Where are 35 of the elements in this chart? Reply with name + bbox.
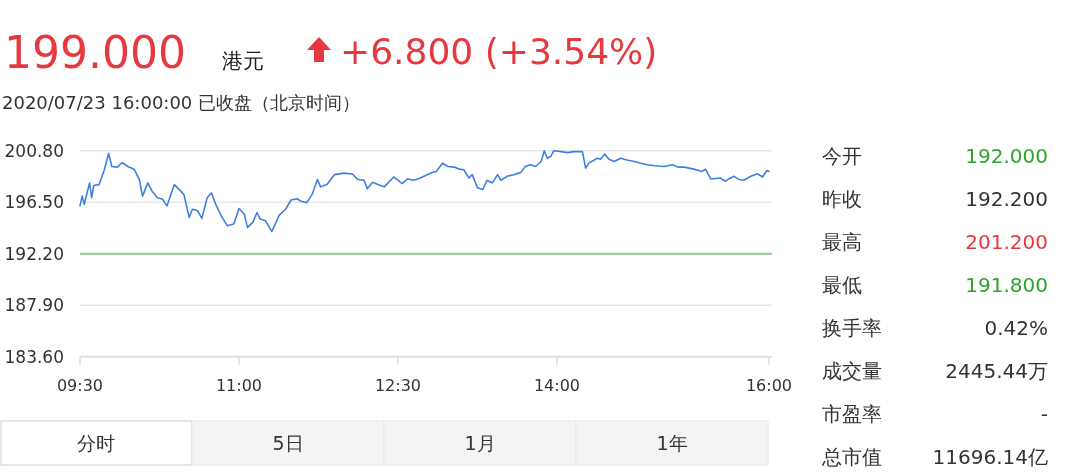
x-tick-label: 16:00 [745,376,793,395]
text: 201.200 [965,230,1048,254]
y-tick-label: 196.50 [4,192,64,213]
text: 5日 [272,432,304,454]
y-tick-label: 187.90 [4,295,64,316]
text: 2020/07/23 16:00:00 已收盘（北京时间） [2,92,361,113]
x-tick-label: 09:30 [56,376,104,395]
chart-title: 199.000 [4,27,186,78]
x-tick-label: 12:30 [374,376,422,395]
text: 1月 [464,432,496,454]
category-label: 昨收 [822,187,862,211]
text: 2445.44万 [945,359,1048,383]
category-label: 市盈率 [822,402,882,426]
y-tick-label: 192.20 [4,243,64,264]
text: 1年 [656,432,688,454]
category-label: 最低 [822,273,862,297]
text: 11696.14亿 [932,445,1048,469]
category-label: 成交量 [822,359,882,383]
text: 192.200 [965,187,1048,211]
text: +6.800 (+3.54%) [340,31,658,72]
text: - [1040,402,1048,426]
y-tick-label: 200.80 [4,140,64,161]
text: 0.42% [984,316,1048,340]
line-series [79,149,770,233]
text: 192.000 [965,144,1048,168]
text: 港元 [222,49,264,73]
category-label: 最高 [822,230,862,254]
text: 191.800 [965,273,1048,297]
x-tick-label: 11:00 [215,376,263,395]
text: 分时 [77,432,115,454]
category-label: 今开 [822,144,862,168]
category-label: 换手率 [822,316,882,340]
y-tick-label: 183.60 [4,346,64,367]
category-label: 总市值 [821,445,882,469]
x-tick-label: 14:00 [533,376,581,395]
